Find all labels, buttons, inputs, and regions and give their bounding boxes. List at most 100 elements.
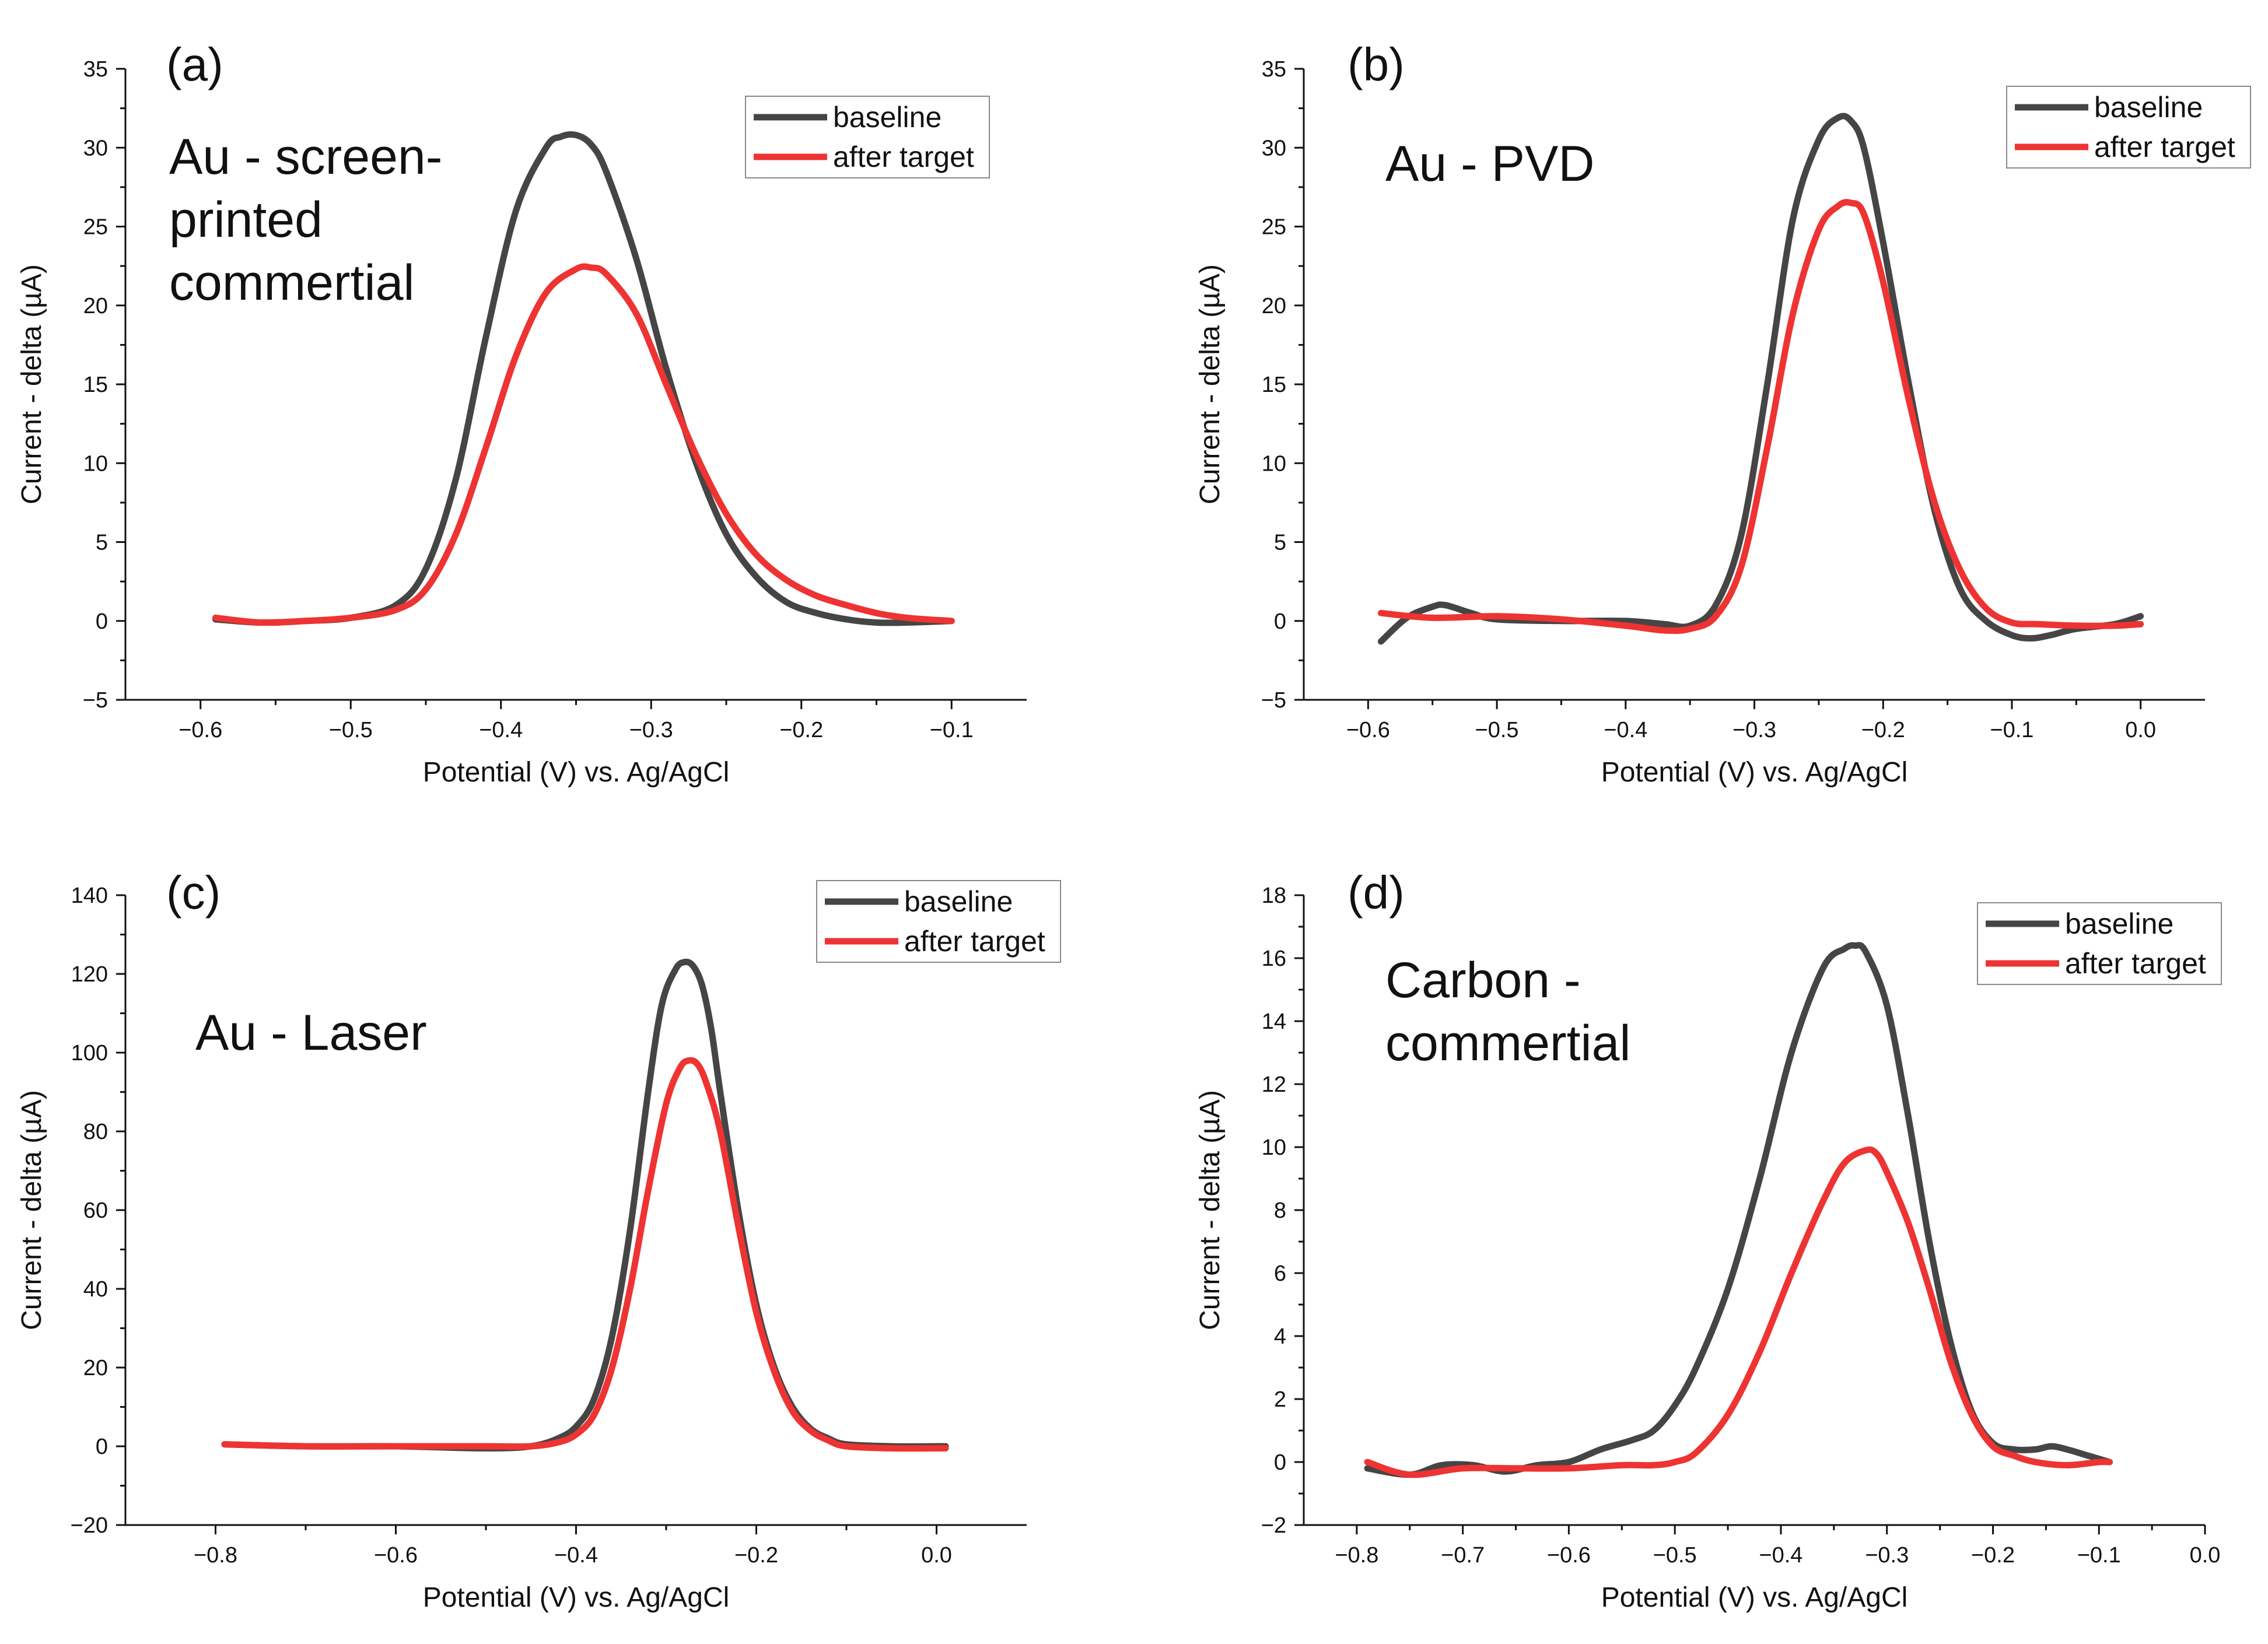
x-tick-label: −0.5	[1653, 1543, 1697, 1568]
x-axis-title: Potential (V) vs. Ag/AgCl	[1601, 757, 1908, 788]
x-tick-label: 0.0	[2125, 718, 2156, 742]
y-axis-title: Current - delta (µA)	[1195, 1090, 1226, 1330]
y-tick-label: 40	[83, 1277, 108, 1302]
y-axis-title: Current - delta (µA)	[16, 264, 47, 504]
y-tick-label: 140	[71, 884, 108, 908]
legend: baseline after target	[816, 880, 1061, 963]
chart-panel-a: −0.6 −0.5 −0.4 −0.3 −0.2 −0.1 −5 0 5 10 15 20 25 30 35…	[16, 38, 1027, 788]
x-axis-title: Potential (V) vs. Ag/AgCl	[423, 1582, 730, 1613]
panel-label: (d)	[1348, 867, 1405, 919]
chart-panel-b: −0.6 −0.5 −0.4 −0.3 −0.2 −0.1 0.0 −5 0 5 10 15 20 25 3…	[1195, 38, 2251, 788]
legend-label: after target	[904, 925, 1045, 958]
x-tick-label: 0.0	[921, 1543, 952, 1568]
x-tick-label: −0.8	[1335, 1543, 1378, 1568]
x-tick-label: −0.4	[554, 1543, 598, 1568]
x-tick-label: −0.4	[1759, 1543, 1803, 1568]
legend-label: baseline	[833, 101, 942, 134]
y-tick-label: 5	[96, 531, 108, 555]
panel-label: (b)	[1348, 38, 1405, 90]
x-tick-label: −0.4	[479, 718, 523, 742]
y-tick-label: −2	[1261, 1513, 1286, 1538]
x-tick-label: −0.3	[1865, 1543, 1909, 1568]
y-tick-label: 120	[71, 962, 108, 987]
x-tick-label: −0.2	[1971, 1543, 2015, 1568]
y-tick-label: 0	[96, 609, 108, 634]
series-line-baseline	[212, 131, 955, 626]
legend-label: after target	[833, 141, 974, 173]
panel-label: (a)	[166, 38, 223, 90]
panel-title-line: Au - PVD	[1385, 136, 1594, 192]
y-tick-label: 10	[83, 451, 108, 476]
y-tick-label: 60	[83, 1198, 108, 1223]
legend-label: baseline	[2094, 91, 2203, 124]
panel-title-line: Au - Laser	[195, 1005, 427, 1061]
x-axis-title: Potential (V) vs. Ag/AgCl	[1601, 1582, 1908, 1613]
y-tick-label: 18	[1262, 884, 1286, 908]
y-tick-label: 0	[1274, 609, 1286, 634]
y-tick-label: 4	[1274, 1324, 1286, 1349]
legend-label: baseline	[904, 885, 1013, 918]
series-line-after-target	[1377, 199, 2144, 635]
legend-label: baseline	[2065, 907, 2174, 940]
y-tick-label: 15	[83, 373, 108, 397]
y-tick-label: 2	[1274, 1387, 1286, 1412]
y-tick-label: 10	[1262, 1135, 1286, 1160]
legend: baseline after target	[1977, 902, 2222, 985]
x-tick-label: −0.6	[374, 1543, 418, 1568]
chart-panel-d: −0.8 −0.7 −0.6 −0.5 −0.4 −0.3 −0.2 −0.1 0.0 −2 0 2 4…	[1195, 867, 2222, 1613]
legend-label: after target	[2065, 947, 2206, 980]
y-tick-label: 6	[1274, 1261, 1286, 1286]
panel-title-line: printed	[169, 192, 323, 248]
y-tick-label: 0	[1274, 1450, 1286, 1475]
y-axis-title: Current - delta (µA)	[1195, 264, 1226, 504]
y-tick-label: 12	[1262, 1072, 1286, 1097]
panel-title-line: Carbon -	[1385, 952, 1581, 1008]
y-tick-label: 25	[83, 215, 108, 240]
y-tick-label: −5	[1261, 688, 1286, 713]
y-tick-label: 15	[1262, 373, 1286, 397]
series-line-after-target	[212, 263, 955, 626]
panel-title-line: commertial	[169, 255, 415, 311]
x-axis-title: Potential (V) vs. Ag/AgCl	[423, 757, 730, 788]
y-tick-label: 30	[1262, 136, 1286, 160]
x-tick-label: −0.6	[1346, 718, 1390, 742]
x-tick-label: −0.2	[734, 1543, 778, 1568]
y-tick-label: 0	[96, 1435, 108, 1459]
legend-box	[745, 96, 990, 178]
y-tick-label: 16	[1262, 947, 1286, 971]
legend-box	[2006, 86, 2251, 169]
y-tick-label: 20	[1262, 294, 1286, 318]
legend-box	[1977, 902, 2222, 985]
panel-label: (c)	[166, 867, 220, 919]
y-tick-label: 20	[83, 1356, 108, 1380]
series-line-baseline	[1377, 113, 2144, 645]
y-tick-label: 25	[1262, 215, 1286, 240]
y-tick-label: −5	[83, 688, 108, 713]
chart-panel-c: −0.8 −0.6 −0.4 −0.2 0.0 −20 0 20 40 60 80 100 120 140…	[16, 867, 1061, 1613]
panel-title-line: Au - screen-	[169, 129, 442, 185]
series-line-after-target	[221, 1057, 949, 1452]
x-tick-label: −0.3	[1732, 718, 1776, 742]
x-tick-label: −0.2	[779, 718, 823, 742]
y-tick-label: 14	[1262, 1009, 1286, 1034]
x-tick-label: −0.5	[329, 718, 373, 742]
y-tick-label: 30	[83, 136, 108, 160]
panel-title-line: commertial	[1385, 1015, 1631, 1071]
y-tick-label: 10	[1262, 451, 1286, 476]
y-tick-label: 8	[1274, 1198, 1286, 1223]
x-tick-label: −0.1	[1990, 718, 2034, 742]
y-tick-label: 35	[83, 57, 108, 82]
y-tick-label: 35	[1262, 57, 1286, 82]
legend: baseline after target	[745, 96, 990, 178]
x-tick-label: −0.8	[194, 1543, 237, 1568]
x-tick-label: −0.4	[1604, 718, 1647, 742]
x-tick-label: −0.1	[930, 718, 974, 742]
y-tick-label: 100	[71, 1041, 108, 1065]
x-tick-label: −0.1	[2077, 1543, 2121, 1568]
x-tick-label: 0.0	[2190, 1543, 2221, 1568]
y-tick-label: 80	[83, 1120, 108, 1144]
x-tick-label: −0.6	[1547, 1543, 1591, 1568]
x-tick-label: −0.5	[1475, 718, 1519, 742]
legend-box	[816, 880, 1061, 963]
